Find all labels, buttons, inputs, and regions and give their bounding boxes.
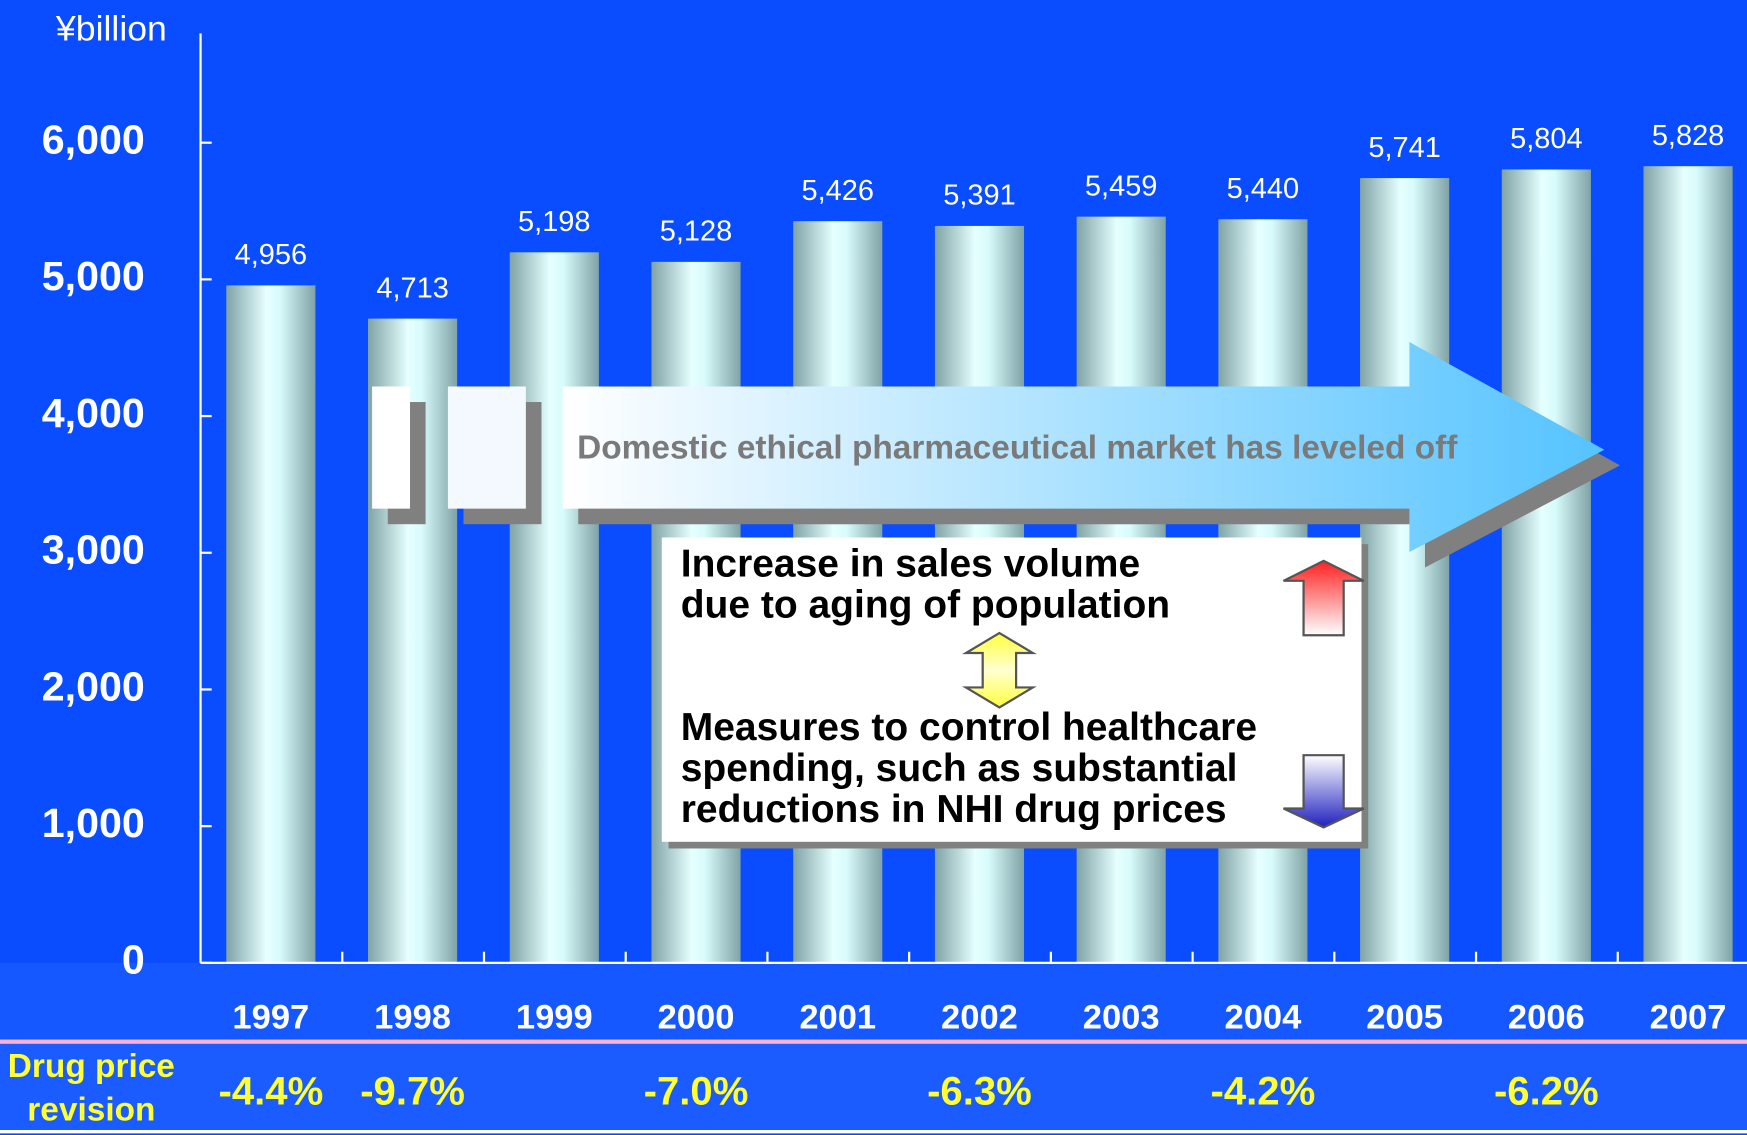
up-arrow <box>1283 559 1365 637</box>
revision-value: -4.4% <box>218 1070 323 1114</box>
bar <box>1360 178 1450 963</box>
box-text: reductions in NHI drug prices <box>681 788 1227 831</box>
revision-value: -4.2% <box>1211 1070 1316 1114</box>
value-label: 5,128 <box>660 216 732 248</box>
box-text: Increase in sales volume <box>681 543 1140 586</box>
x-tick-label: 2003 <box>1083 999 1160 1037</box>
value-label: 4,956 <box>235 239 307 271</box>
revision-value: -9.7% <box>360 1070 465 1114</box>
bar <box>1501 169 1591 963</box>
value-label: 5,440 <box>1227 173 1299 205</box>
category-band <box>0 962 1747 1041</box>
x-tick-label: 2002 <box>941 999 1018 1037</box>
arrow-tail-block <box>372 386 411 509</box>
arrow-tail-block <box>447 386 526 509</box>
value-label: 5,198 <box>518 206 590 238</box>
double-arrow <box>961 631 1037 709</box>
x-tick-label: 2004 <box>1224 999 1301 1037</box>
y-tick-label: 0 <box>122 937 145 983</box>
value-label: 5,741 <box>1368 132 1440 164</box>
x-tick-label: 2000 <box>658 999 735 1037</box>
box-text: due to aging of population <box>681 584 1170 627</box>
value-label: 5,391 <box>943 180 1015 212</box>
down-arrow <box>1283 754 1365 829</box>
y-tick-label: 1,000 <box>42 800 145 846</box>
drug-band <box>0 1043 1747 1131</box>
bar <box>226 285 316 963</box>
box-text: spending, such as substantial <box>681 747 1238 790</box>
x-tick-label: 1999 <box>516 999 593 1037</box>
y-tick-label: 2,000 <box>42 663 145 709</box>
x-tick-label: 2006 <box>1508 999 1585 1037</box>
value-label: 5,426 <box>802 175 874 207</box>
x-tick-label: 2005 <box>1366 999 1443 1037</box>
x-tick-label: 1998 <box>374 999 451 1037</box>
revision-value: -7.0% <box>644 1070 749 1114</box>
revision-value: -6.2% <box>1494 1070 1599 1114</box>
y-tick-label: 4,000 <box>42 390 145 436</box>
x-tick-label: 2007 <box>1650 999 1727 1037</box>
revision-value: -6.3% <box>927 1070 1032 1114</box>
value-label: 5,459 <box>1085 170 1157 202</box>
y-axis-label: ¥billion <box>55 9 167 49</box>
box-text: Measures to control healthcare <box>681 706 1257 749</box>
row-label: revision <box>27 1092 155 1129</box>
y-tick-label: 6,000 <box>42 117 145 163</box>
x-tick-label: 1997 <box>232 999 309 1037</box>
trend-arrow <box>562 342 1605 552</box>
y-tick-label: 3,000 <box>42 527 145 573</box>
bar <box>509 252 599 963</box>
bar <box>1643 166 1733 963</box>
y-tick-label: 5,000 <box>42 253 145 299</box>
row-label: Drug price <box>8 1048 175 1085</box>
value-label: 4,713 <box>376 272 448 304</box>
x-tick-label: 2001 <box>799 999 876 1037</box>
arrow-text: Domestic ethical pharmaceutical market h… <box>577 430 1458 467</box>
value-label: 5,828 <box>1652 120 1724 152</box>
value-label: 5,804 <box>1510 123 1582 155</box>
annotation: Domestic ethical pharmaceutical market h… <box>372 342 1620 849</box>
